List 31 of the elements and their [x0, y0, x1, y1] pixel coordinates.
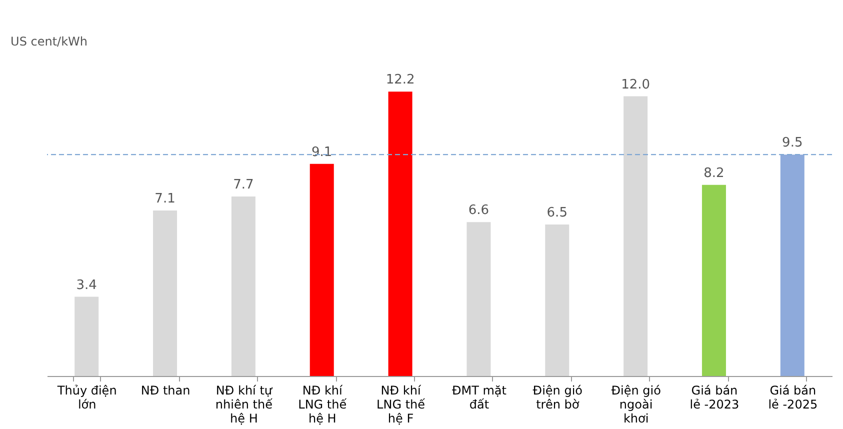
- data-label: 6.5: [546, 206, 568, 220]
- bar: [780, 154, 804, 376]
- y-axis-title: US cent/kWh: [10, 34, 88, 48]
- x-tick-label: NĐ than: [140, 384, 190, 398]
- data-label: 7.7: [233, 178, 254, 193]
- x-tick-label: NĐ khí LNG thế hệ F: [376, 384, 426, 426]
- bar: [310, 164, 334, 376]
- bar: [388, 92, 412, 376]
- data-label: 9.1: [312, 144, 332, 160]
- bar: [702, 184, 726, 376]
- x-tick-label: Điện gió ngoài khơi: [611, 384, 661, 426]
- x-tick-label: NĐ khí tự nhiên thế hệ H: [215, 384, 274, 426]
- x-tick-label: Giá bán lẻ -2023: [690, 384, 740, 412]
- x-tick-label: Điện gió trên bờ: [532, 384, 582, 412]
- bar: [624, 96, 648, 376]
- x-tick-label: Thủy điện lớn: [56, 384, 117, 412]
- data-label: 9.5: [782, 136, 803, 151]
- x-tick-label: ĐMT mặt đất: [452, 384, 507, 412]
- bar: [545, 224, 570, 376]
- data-label: 3.4: [76, 278, 97, 293]
- bar: [153, 210, 178, 376]
- data-label: 8.2: [704, 166, 724, 181]
- data-label: 12.2: [386, 72, 415, 88]
- data-label: 6.6: [468, 203, 490, 218]
- bar: [74, 296, 99, 376]
- bar: [466, 222, 491, 376]
- data-label: 12.0: [621, 77, 650, 92]
- bar: [231, 196, 256, 376]
- x-tick-label: NĐ khí LNG thế hệ H: [298, 384, 348, 426]
- data-label: 7.1: [154, 192, 176, 207]
- x-tick-label: Giá bán lẻ -2025: [768, 384, 818, 412]
